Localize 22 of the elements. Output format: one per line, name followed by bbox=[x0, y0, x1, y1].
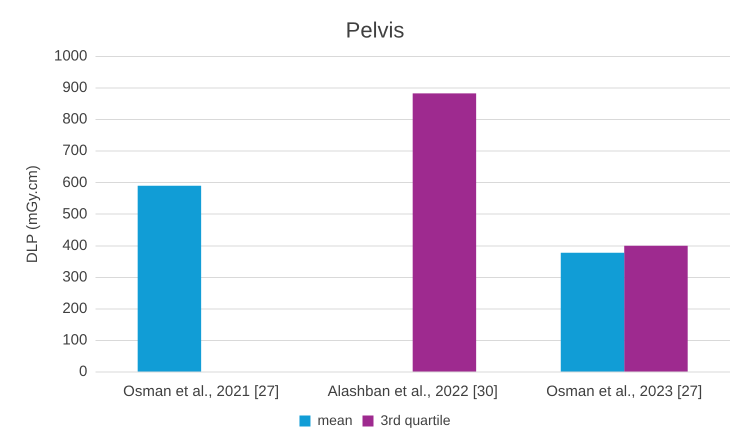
y-tick-label: 800 bbox=[62, 110, 88, 128]
legend-label: mean bbox=[317, 412, 352, 428]
y-tick-label: 700 bbox=[62, 142, 88, 160]
x-tick-label: Osman et al., 2021 [27] bbox=[123, 383, 280, 400]
y-tick-label: 100 bbox=[62, 332, 88, 349]
x-tick-label: Osman et al., 2023 [27] bbox=[546, 383, 702, 400]
y-tick-label: 600 bbox=[62, 174, 88, 191]
y-tick-label: 900 bbox=[62, 79, 88, 96]
bar bbox=[138, 186, 202, 372]
chart-title: Pelvis bbox=[346, 17, 404, 42]
y-tick-label: 0 bbox=[79, 363, 88, 380]
y-tick-label: 1000 bbox=[54, 48, 88, 65]
bar bbox=[560, 252, 624, 372]
bar bbox=[412, 93, 476, 372]
y-axis-title: DLP (mGy.cm) bbox=[24, 165, 42, 264]
legend-label: 3rd quartile bbox=[380, 412, 451, 428]
y-tick-label: 200 bbox=[62, 300, 88, 318]
y-tick-label: 400 bbox=[62, 236, 88, 254]
y-tick-label: 500 bbox=[62, 205, 88, 222]
bar bbox=[624, 246, 688, 372]
x-tick-label: Alashban et al., 2022 [30] bbox=[328, 383, 498, 400]
y-tick-label: 300 bbox=[62, 268, 88, 286]
